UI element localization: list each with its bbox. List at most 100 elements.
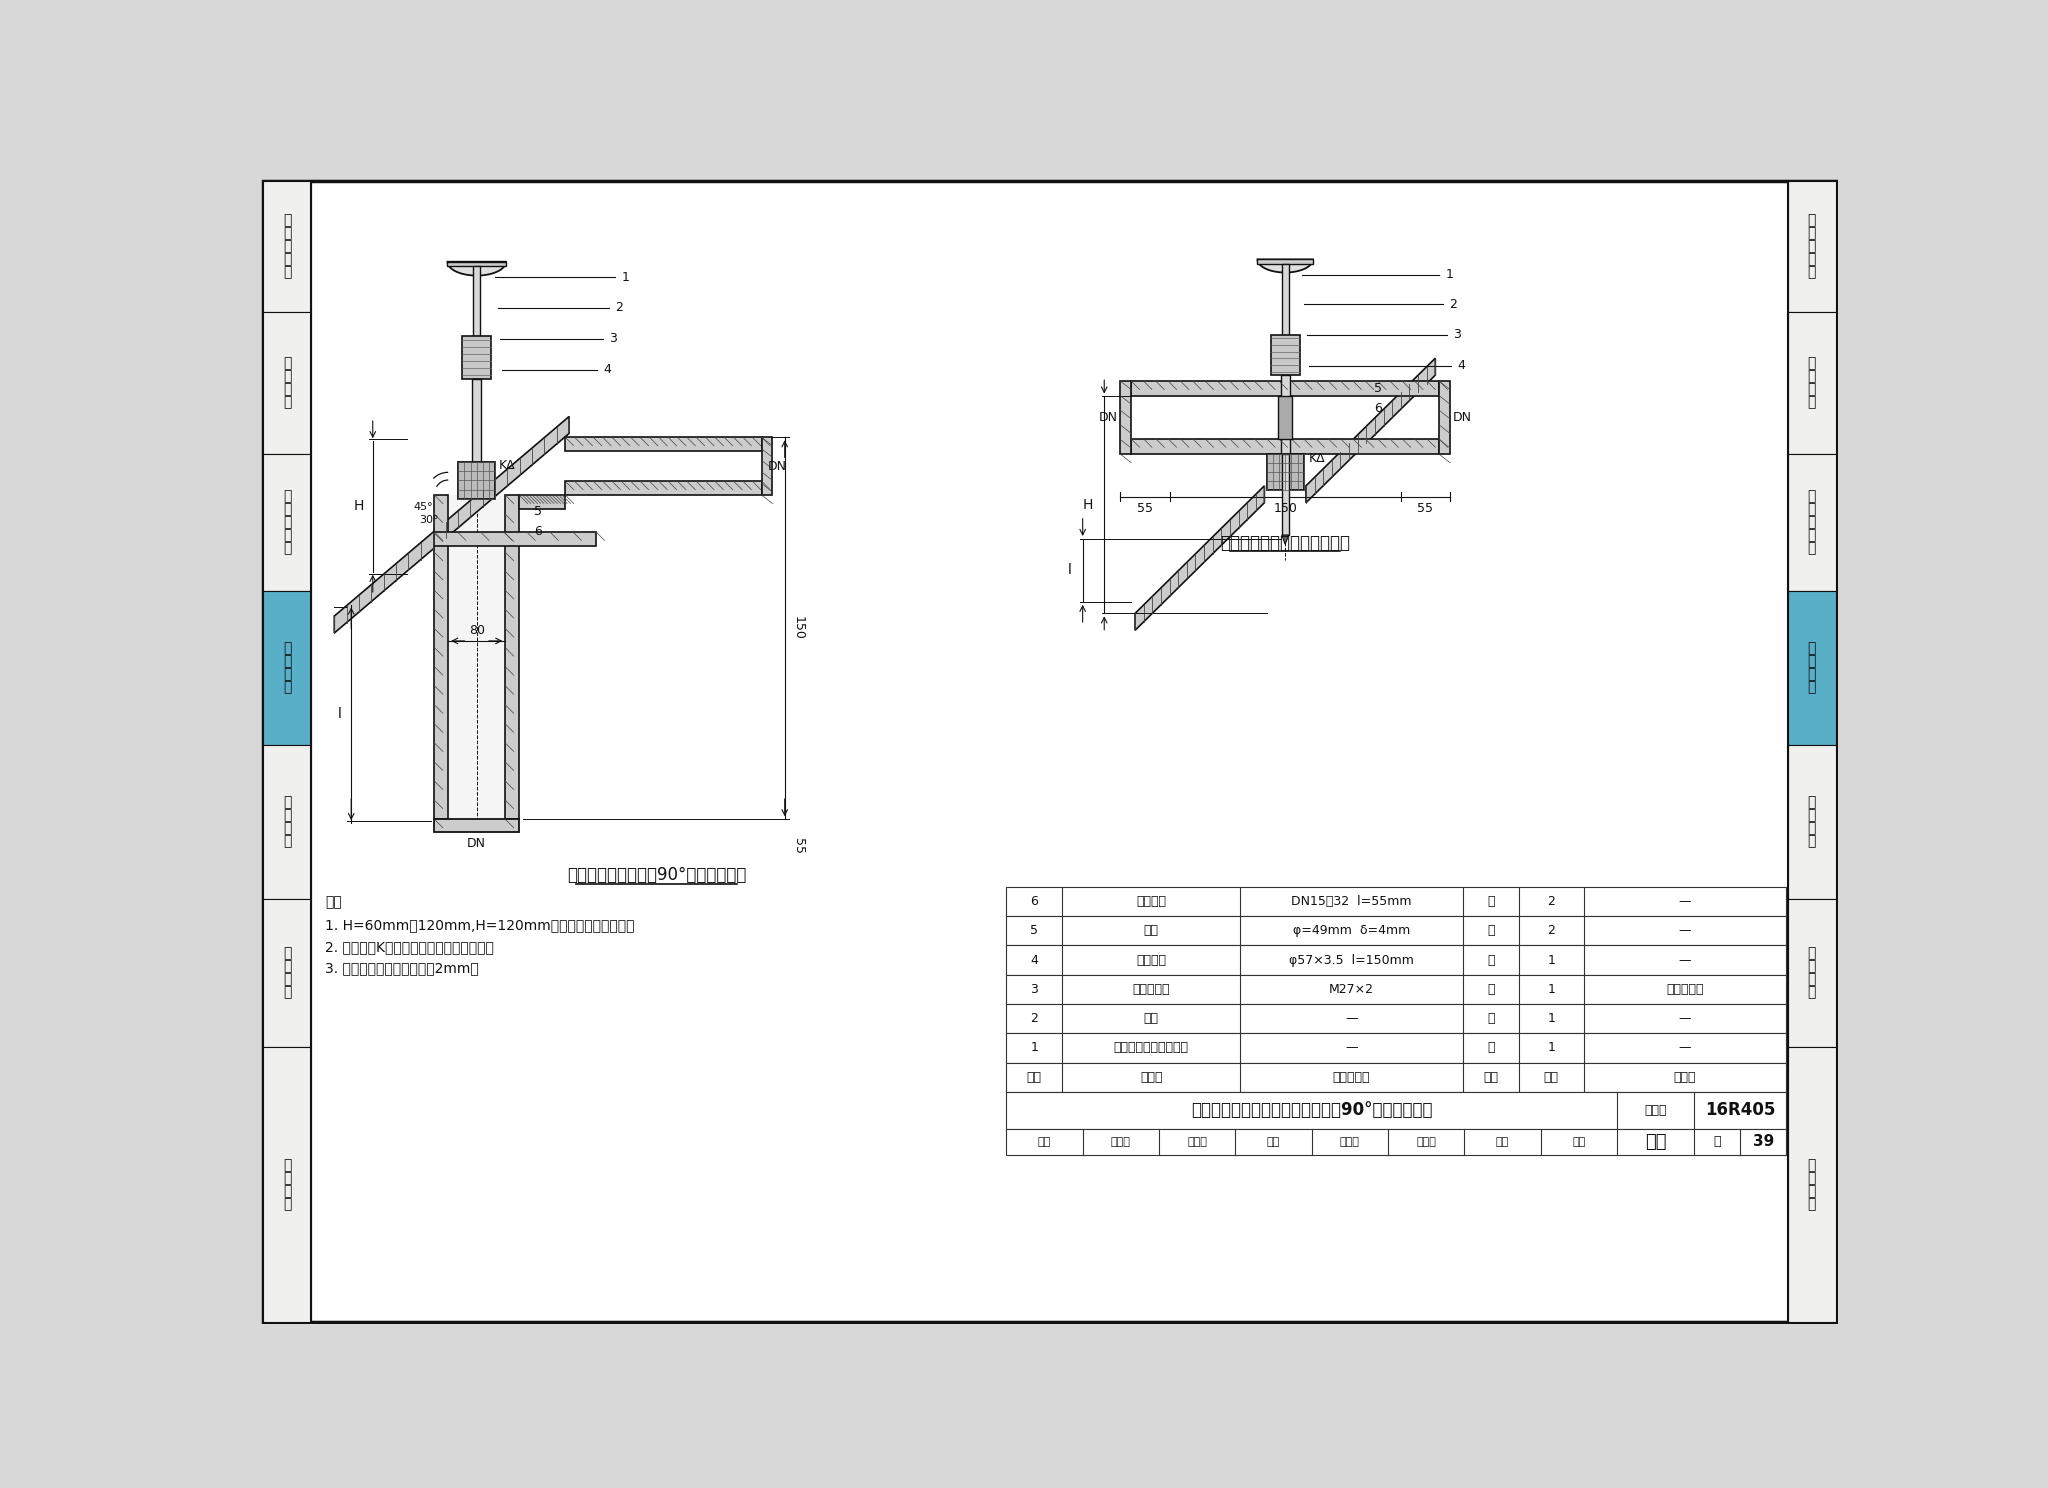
- Text: 仪: 仪: [283, 1184, 291, 1198]
- Bar: [1280, 375, 1290, 455]
- Bar: [1257, 259, 1313, 263]
- Text: 55: 55: [793, 838, 805, 854]
- Text: 量: 量: [283, 515, 291, 530]
- Text: 量: 量: [1808, 369, 1817, 384]
- Bar: [506, 496, 518, 820]
- Text: —: —: [1679, 1042, 1692, 1055]
- Text: 仪: 仪: [1808, 972, 1817, 987]
- Text: 39: 39: [1753, 1134, 1774, 1149]
- Text: 1: 1: [1446, 268, 1454, 281]
- Text: 注：: 注：: [326, 896, 342, 909]
- Bar: [1282, 263, 1288, 336]
- Text: 2. 焊角高度K不小于两相焊件的最小壁厚。: 2. 焊角高度K不小于两相焊件的最小壁厚。: [326, 940, 494, 954]
- Text: 1: 1: [1030, 1042, 1038, 1055]
- Text: 5: 5: [535, 506, 543, 518]
- Bar: [1282, 454, 1288, 536]
- Text: 流: 流: [283, 356, 291, 371]
- Text: 仪: 仪: [1808, 1184, 1817, 1198]
- Text: 制: 制: [1808, 226, 1817, 240]
- Text: —: —: [1679, 954, 1692, 967]
- Text: 冷: 冷: [283, 503, 291, 516]
- Text: 2: 2: [1548, 896, 1554, 908]
- Text: 度: 度: [1808, 960, 1817, 973]
- Text: 1: 1: [621, 271, 629, 284]
- Bar: [264, 454, 311, 591]
- Text: 表: 表: [283, 396, 291, 409]
- Text: 冷: 冷: [1808, 503, 1817, 516]
- Text: 曹攀登: 曹攀登: [1110, 1137, 1130, 1147]
- Text: 湿: 湿: [1808, 946, 1817, 960]
- Text: 3: 3: [608, 332, 616, 345]
- Text: 温: 温: [283, 641, 291, 655]
- Bar: [1006, 1092, 1786, 1129]
- Text: DN15～32  l=55mm: DN15～32 l=55mm: [1290, 896, 1411, 908]
- Text: 3: 3: [1452, 329, 1460, 341]
- Bar: [518, 496, 565, 509]
- Text: DN: DN: [768, 460, 786, 473]
- Text: DN: DN: [467, 838, 485, 850]
- Text: 校对: 校对: [1268, 1137, 1280, 1147]
- Text: 表: 表: [283, 985, 291, 1000]
- Text: 6: 6: [1030, 896, 1038, 908]
- Text: 明: 明: [283, 265, 291, 280]
- Text: —: —: [1346, 1012, 1358, 1025]
- Text: 仪: 仪: [283, 382, 291, 396]
- Text: 侯可仁: 侯可仁: [1417, 1137, 1436, 1147]
- Bar: [1788, 591, 1835, 744]
- Text: 无缝钢管: 无缝钢管: [1137, 896, 1165, 908]
- Text: 制: 制: [283, 226, 291, 240]
- Text: 压: 压: [1808, 795, 1817, 809]
- Text: 表: 表: [1808, 542, 1817, 555]
- Text: 液: 液: [1808, 1158, 1817, 1173]
- Text: 度: 度: [283, 653, 291, 668]
- Bar: [1130, 381, 1440, 396]
- Bar: [434, 820, 518, 832]
- Bar: [463, 336, 492, 379]
- Polygon shape: [1282, 536, 1288, 545]
- Text: 1: 1: [1548, 954, 1554, 967]
- Bar: [1006, 945, 1786, 975]
- Text: KΔ: KΔ: [1309, 451, 1325, 464]
- Text: —: —: [1679, 1012, 1692, 1025]
- Text: 数量: 数量: [1544, 1071, 1559, 1083]
- Text: 个: 个: [1487, 1012, 1495, 1025]
- Bar: [264, 312, 311, 454]
- Bar: [1270, 335, 1300, 375]
- Text: 仪: 仪: [283, 972, 291, 987]
- Text: 编: 编: [1808, 213, 1817, 228]
- Text: 总: 总: [283, 240, 291, 253]
- Text: 表: 表: [1808, 835, 1817, 848]
- Text: 垫片: 垫片: [1145, 1012, 1159, 1025]
- Text: 仪: 仪: [283, 667, 291, 682]
- Text: 表: 表: [1808, 1198, 1817, 1211]
- Bar: [1788, 744, 1835, 899]
- Text: 150: 150: [793, 616, 805, 640]
- Text: 编: 编: [283, 213, 291, 228]
- Text: 直型温度计在小管道上安装图: 直型温度计在小管道上安装图: [1221, 534, 1350, 552]
- Text: 表: 表: [283, 1198, 291, 1211]
- Text: 位: 位: [1808, 1171, 1817, 1184]
- Text: 量: 量: [283, 369, 291, 384]
- Text: 块: 块: [1487, 924, 1495, 937]
- Text: 说: 说: [283, 253, 291, 266]
- Text: 2: 2: [614, 302, 623, 314]
- Text: 表: 表: [283, 835, 291, 848]
- Text: 无缝钢管: 无缝钢管: [1137, 954, 1165, 967]
- Text: —: —: [1679, 924, 1692, 937]
- Bar: [264, 744, 311, 899]
- Text: l: l: [1067, 564, 1071, 577]
- Text: —: —: [1679, 896, 1692, 908]
- Bar: [446, 262, 506, 266]
- Text: 页: 页: [1714, 1135, 1720, 1149]
- Text: 仪: 仪: [1808, 528, 1817, 543]
- Bar: [1006, 1129, 1786, 1155]
- Text: 3: 3: [1030, 984, 1038, 995]
- Text: 45°: 45°: [414, 503, 434, 512]
- Text: 4: 4: [1030, 954, 1038, 967]
- Text: 2: 2: [1450, 298, 1456, 311]
- Bar: [1788, 899, 1835, 1048]
- Bar: [434, 496, 449, 820]
- Text: 150: 150: [1274, 503, 1296, 515]
- Polygon shape: [1135, 485, 1264, 631]
- Text: DN: DN: [1098, 411, 1118, 424]
